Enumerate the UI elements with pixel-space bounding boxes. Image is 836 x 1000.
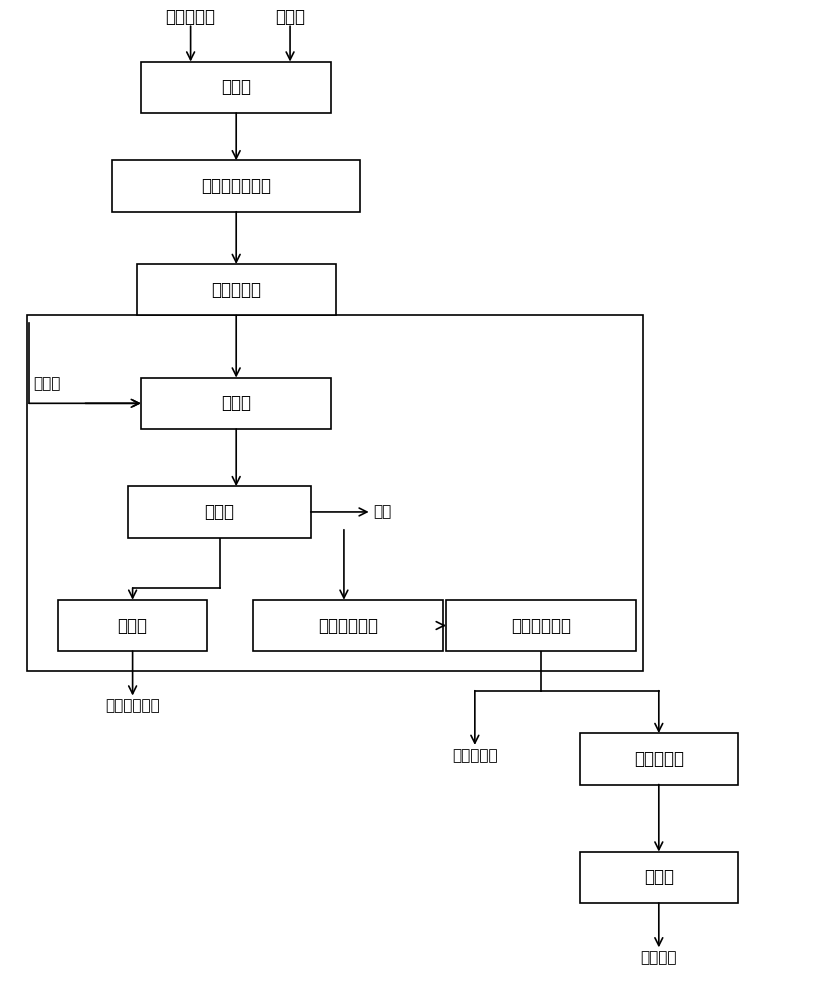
Bar <box>112 160 360 212</box>
Bar <box>252 600 443 651</box>
Text: 母液: 母液 <box>373 504 390 519</box>
Text: 连续聚合反应器: 连续聚合反应器 <box>201 177 271 195</box>
Bar <box>128 486 310 538</box>
Text: 管式炉: 管式炉 <box>221 78 251 96</box>
Bar <box>58 600 207 651</box>
Text: 稳定剂: 稳定剂 <box>275 8 304 26</box>
Text: 萃取剂回收炉: 萃取剂回收炉 <box>318 617 378 635</box>
Text: 脱挥机: 脱挥机 <box>643 868 673 886</box>
Text: 萃取剂回收塔: 萃取剂回收塔 <box>511 617 570 635</box>
Text: 萃取槽: 萃取槽 <box>221 394 251 412</box>
Text: 改质反应釜: 改质反应釜 <box>633 750 683 768</box>
Bar <box>28 315 642 671</box>
Bar <box>140 62 331 113</box>
Text: 浸渍剂沥青: 浸渍剂沥青 <box>451 748 497 763</box>
Bar <box>579 733 737 785</box>
Bar <box>136 264 335 315</box>
Bar <box>140 378 331 429</box>
Text: 中温煤沥青: 中温煤沥青 <box>166 8 216 26</box>
Text: 包覆沥青: 包覆沥青 <box>640 950 676 965</box>
Bar <box>579 852 737 903</box>
Bar <box>446 600 635 651</box>
Text: 中间相碳微球: 中间相碳微球 <box>105 699 160 714</box>
Text: 汽化冷却器: 汽化冷却器 <box>211 281 261 299</box>
Text: 离心机: 离心机 <box>204 503 234 521</box>
Text: 干燥机: 干燥机 <box>118 617 147 635</box>
Text: 萃取剂: 萃取剂 <box>33 376 60 391</box>
